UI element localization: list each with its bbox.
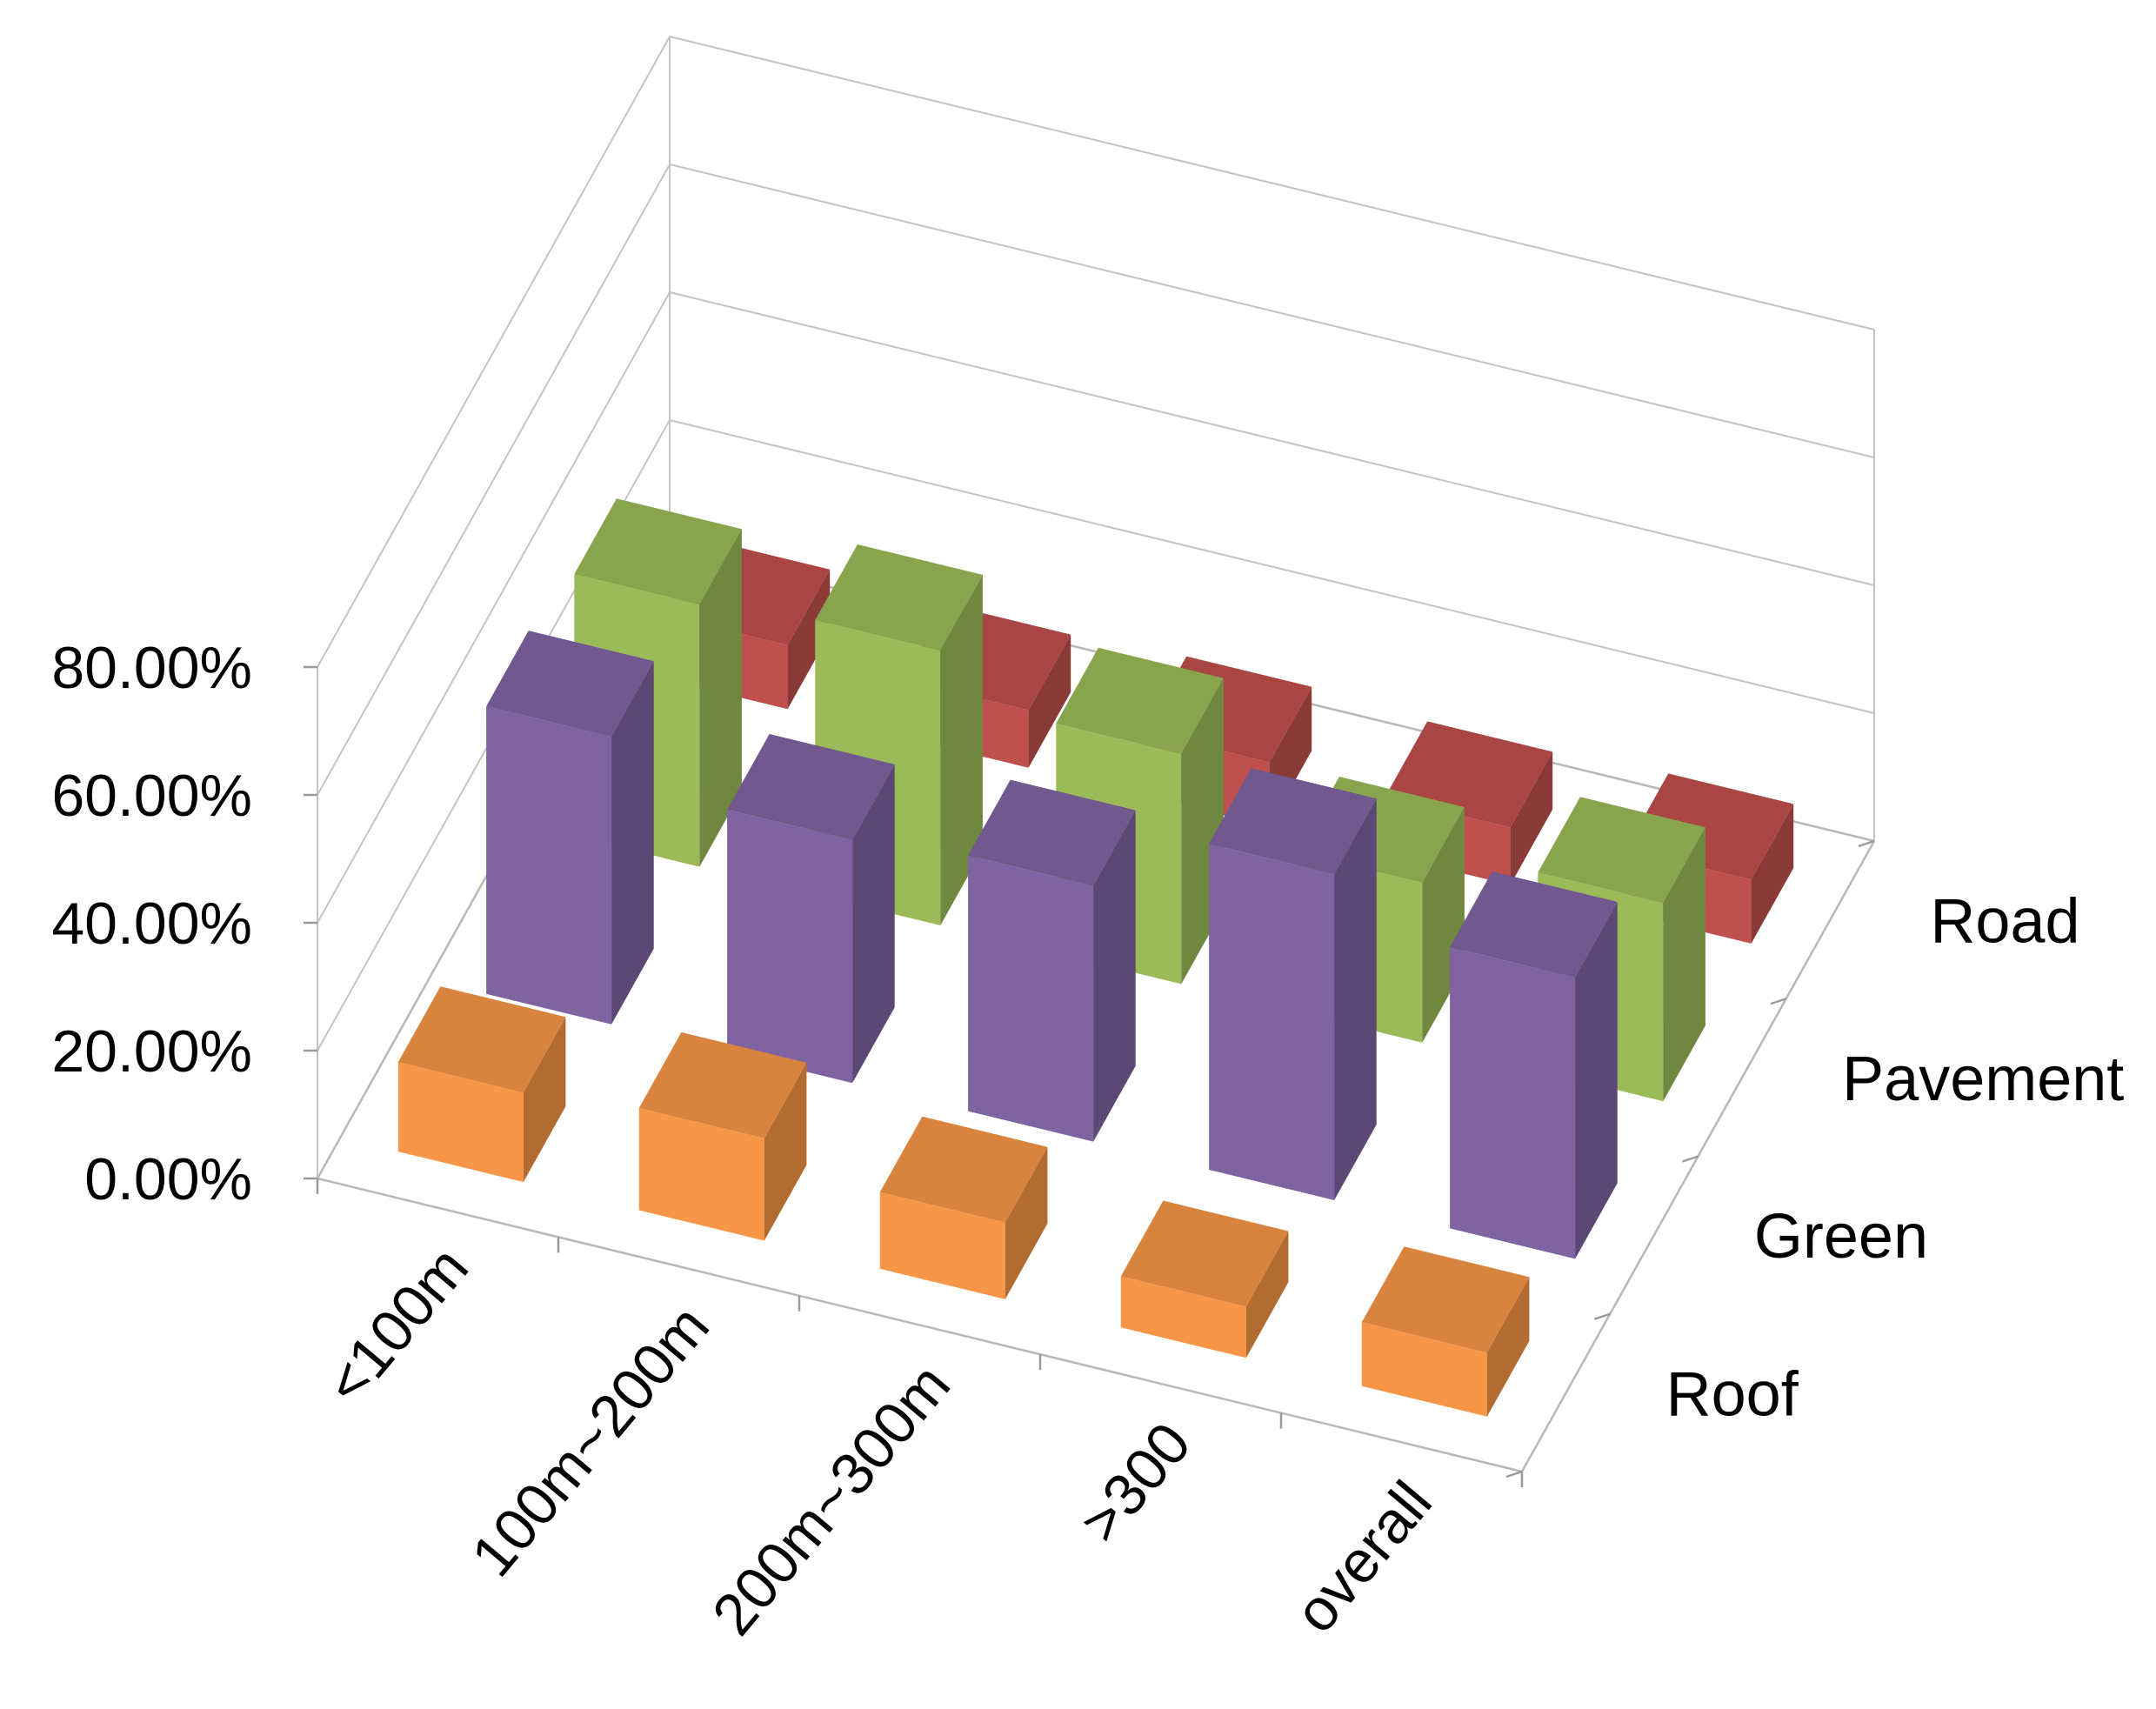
bar-front-face [1361,1322,1487,1417]
bar-side-face [1510,751,1553,885]
series-label-green: Green [1754,1202,1928,1272]
x-axis-line [317,1177,1523,1473]
bar-front-face [727,809,853,1084]
bar-top-face [486,631,654,738]
bar-front-face [879,1192,1005,1299]
bar-side-face [1486,1277,1530,1417]
bar-green-0 [486,631,654,1025]
bar-top-face [727,733,895,840]
bar-front-face [1450,947,1576,1259]
bar-side-face [940,574,983,925]
x-tick-label: overall [1282,1469,1445,1645]
bar-side-face [787,569,831,710]
bar-side-face [1005,1146,1048,1299]
bar-side-face [1028,634,1071,768]
depth-tick-mark [1770,998,1787,1005]
bar-top-face [1209,768,1377,875]
bar-front-face [968,855,1094,1142]
bar-side-face [1093,810,1136,1142]
bar-top-face [968,779,1136,886]
bar-roof-4 [1361,1246,1530,1417]
series-label-pavement: Pavement [1842,1045,2124,1114]
bar-top-face [1538,797,1705,904]
axes [304,665,1876,1487]
y-tick-label: 60.00% [51,763,252,829]
bar-top-face [397,986,566,1093]
bar-top-face [638,1031,807,1138]
bar-side-face [1334,798,1377,1200]
bar-top-face [879,1116,1048,1223]
bar-front-face [638,1107,764,1241]
bar-top-face [815,544,983,651]
bar-top-face [574,498,742,605]
y-tick-label: 80.00% [51,635,252,701]
series-label-road: Road [1930,887,2079,957]
y-tick-label: 20.00% [51,1018,252,1085]
bar-green-3 [1209,768,1377,1200]
bar-roof-1 [638,1031,807,1241]
bar-side-face [1245,1231,1289,1359]
bar-roof-0 [397,986,566,1183]
bar-top-face [1120,1200,1289,1307]
bar-top-face [1450,871,1618,978]
bar-side-face [611,661,654,1025]
bar-top-face [1361,1246,1530,1353]
bar-side-face [1663,827,1705,1102]
bar-front-face [397,1062,524,1183]
bar-side-face [764,1062,807,1241]
bar-roof-2 [879,1116,1048,1299]
bar-side-face [699,529,742,867]
bar-green-4 [1450,871,1618,1259]
bar-side-face [852,764,895,1084]
bar-side-face [1751,804,1794,944]
x-tick-label: 100m~200m [459,1293,722,1589]
bar-front-face [486,706,612,1025]
bar-side-face [1575,902,1618,1259]
bar-front-face [1209,844,1335,1200]
depth-tick-mark [1505,1470,1523,1479]
bar-front-face [1120,1276,1246,1359]
x-tick-label: <100m [313,1234,481,1417]
bar-side-face [523,1017,566,1183]
x-tick-label: >300 [1067,1411,1204,1555]
gridline [317,35,1875,668]
bar-green-1 [727,733,895,1084]
x-tick-label: 200m~300m [700,1352,963,1647]
depth-tick-mark [1858,839,1875,848]
bar-green-2 [968,779,1136,1142]
bars [397,498,1794,1417]
series-label-roof: Roof [1666,1359,1799,1429]
y-tick-label: 40.00% [51,891,252,957]
bar-roof-3 [1120,1200,1289,1359]
depth-tick-mark [1682,1155,1699,1163]
depth-tick-mark [1593,1312,1611,1320]
bar-top-face [1056,647,1224,754]
y-tick-label: 0.00% [84,1146,252,1212]
